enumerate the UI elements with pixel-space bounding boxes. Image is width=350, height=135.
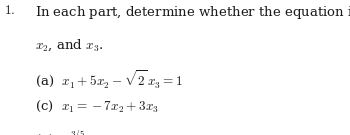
Text: $\mathbf{1.}$: $\mathbf{1.}$ (4, 4, 15, 17)
Text: (e)  $x_1^{3/5} - 2x_2 + x_3 = 4$: (e) $x_1^{3/5} - 2x_2 + x_3 = 4$ (35, 128, 170, 135)
Text: (a)  $x_1 + 5x_2 - \sqrt{2}\,x_3 = 1$: (a) $x_1 + 5x_2 - \sqrt{2}\,x_3 = 1$ (35, 69, 183, 90)
Text: (c)  $x_1 = -7x_2 + 3x_3$: (c) $x_1 = -7x_2 + 3x_3$ (35, 99, 159, 114)
Text: $x_2$, and $x_3$.: $x_2$, and $x_3$. (35, 38, 104, 53)
Text: In each part, determine whether the equation is linear in $x_1$,: In each part, determine whether the equa… (35, 4, 350, 21)
